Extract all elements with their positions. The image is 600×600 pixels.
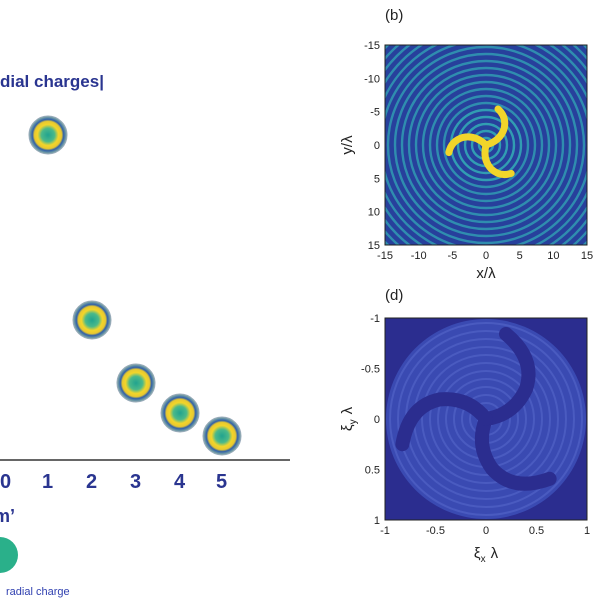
x-tick-label: -10 [411,250,427,262]
panel-d-y-label: ξyλ [339,406,359,431]
y-tick-label: -0.5 [361,364,380,376]
x-tick-label: 1 [42,471,53,493]
ring [407,66,565,224]
x-tick-label: 0 [483,250,489,262]
mode-circle [160,393,200,433]
y-tick-label: 5 [374,173,380,185]
sub: x [481,554,486,565]
mode-circle [28,115,68,155]
suffix: λ [339,406,356,414]
ring [442,101,530,189]
x-tick-label: -0.5 [426,525,445,537]
y-tick-label: 10 [368,207,380,219]
left-x-label: m’ [0,506,15,526]
ring [393,52,579,238]
y-tick-label: -1 [370,313,380,325]
x-tick-label: 5 [216,471,227,493]
ring [389,322,583,516]
legend-circle [0,537,18,573]
sym: ξ [474,545,481,562]
x-tick-label: 2 [86,471,97,493]
panel-b-x-label: x/λ [476,265,496,282]
y-tick-label: 0.5 [365,465,380,477]
x-tick-label: -15 [377,250,393,262]
panel-d-label: (d) [385,287,403,304]
spiral-arm [481,141,515,179]
y-tick-label: -15 [364,40,380,52]
spiral-arm [482,105,509,149]
y-tick-label: -10 [364,73,380,85]
ring [428,87,544,203]
spiral-arm [474,412,557,491]
y-tick-label: 0 [374,140,380,152]
y-tick-label: 0 [374,414,380,426]
mode-circle [116,363,156,403]
mode-circle [72,300,112,340]
panel-b-frame [384,44,588,246]
x-tick-label: 10 [547,250,559,262]
x-tick-label: 5 [517,250,523,262]
x-tick-label: -5 [447,250,457,262]
x-tick-label: 1 [584,525,590,537]
panel-d-ticks: -1-0.500.51-1 -0.5 0 0.5 1 [361,313,590,537]
x-tick-label: 4 [174,471,186,493]
spiral-arm [445,133,490,157]
left-title: dial charges| [0,72,104,91]
ring [429,362,543,476]
x-tick-label: 3 [130,471,141,493]
sym: ξ [339,424,356,431]
x-tick-label: -1 [380,525,390,537]
ring [421,80,551,210]
spiral-arm [395,392,493,452]
panel-d-frame [384,317,588,521]
ring [386,45,586,245]
y-tick-label: 1 [374,515,380,527]
panel-d-image [385,318,587,520]
mode-circle [202,416,242,456]
x-tick-label: 0 [483,525,489,537]
spiral-arm [479,327,536,426]
sub: y [348,419,359,424]
panel-b-label: (b) [385,7,403,24]
x-tick-label: 0.5 [529,525,544,537]
ring [400,59,572,231]
mode-circles [28,115,242,456]
panel-b-image [385,45,587,245]
x-tick-label: 15 [581,250,593,262]
y-tick-label: 15 [368,240,380,252]
ring [421,354,551,484]
y-tick-label: -5 [370,107,380,119]
legend-text: radial charge [6,586,70,598]
ring [435,94,537,196]
left-ticks: 0 1 2 3 4 5 [0,471,227,493]
x-tick-label: 0 [0,471,11,493]
panel-d-x-label: ξx λ [474,545,499,565]
ring [397,330,575,508]
panel-b-y-label: y/λ [339,135,356,155]
ring [456,115,516,175]
suffix: λ [491,545,499,562]
ring [414,73,558,217]
